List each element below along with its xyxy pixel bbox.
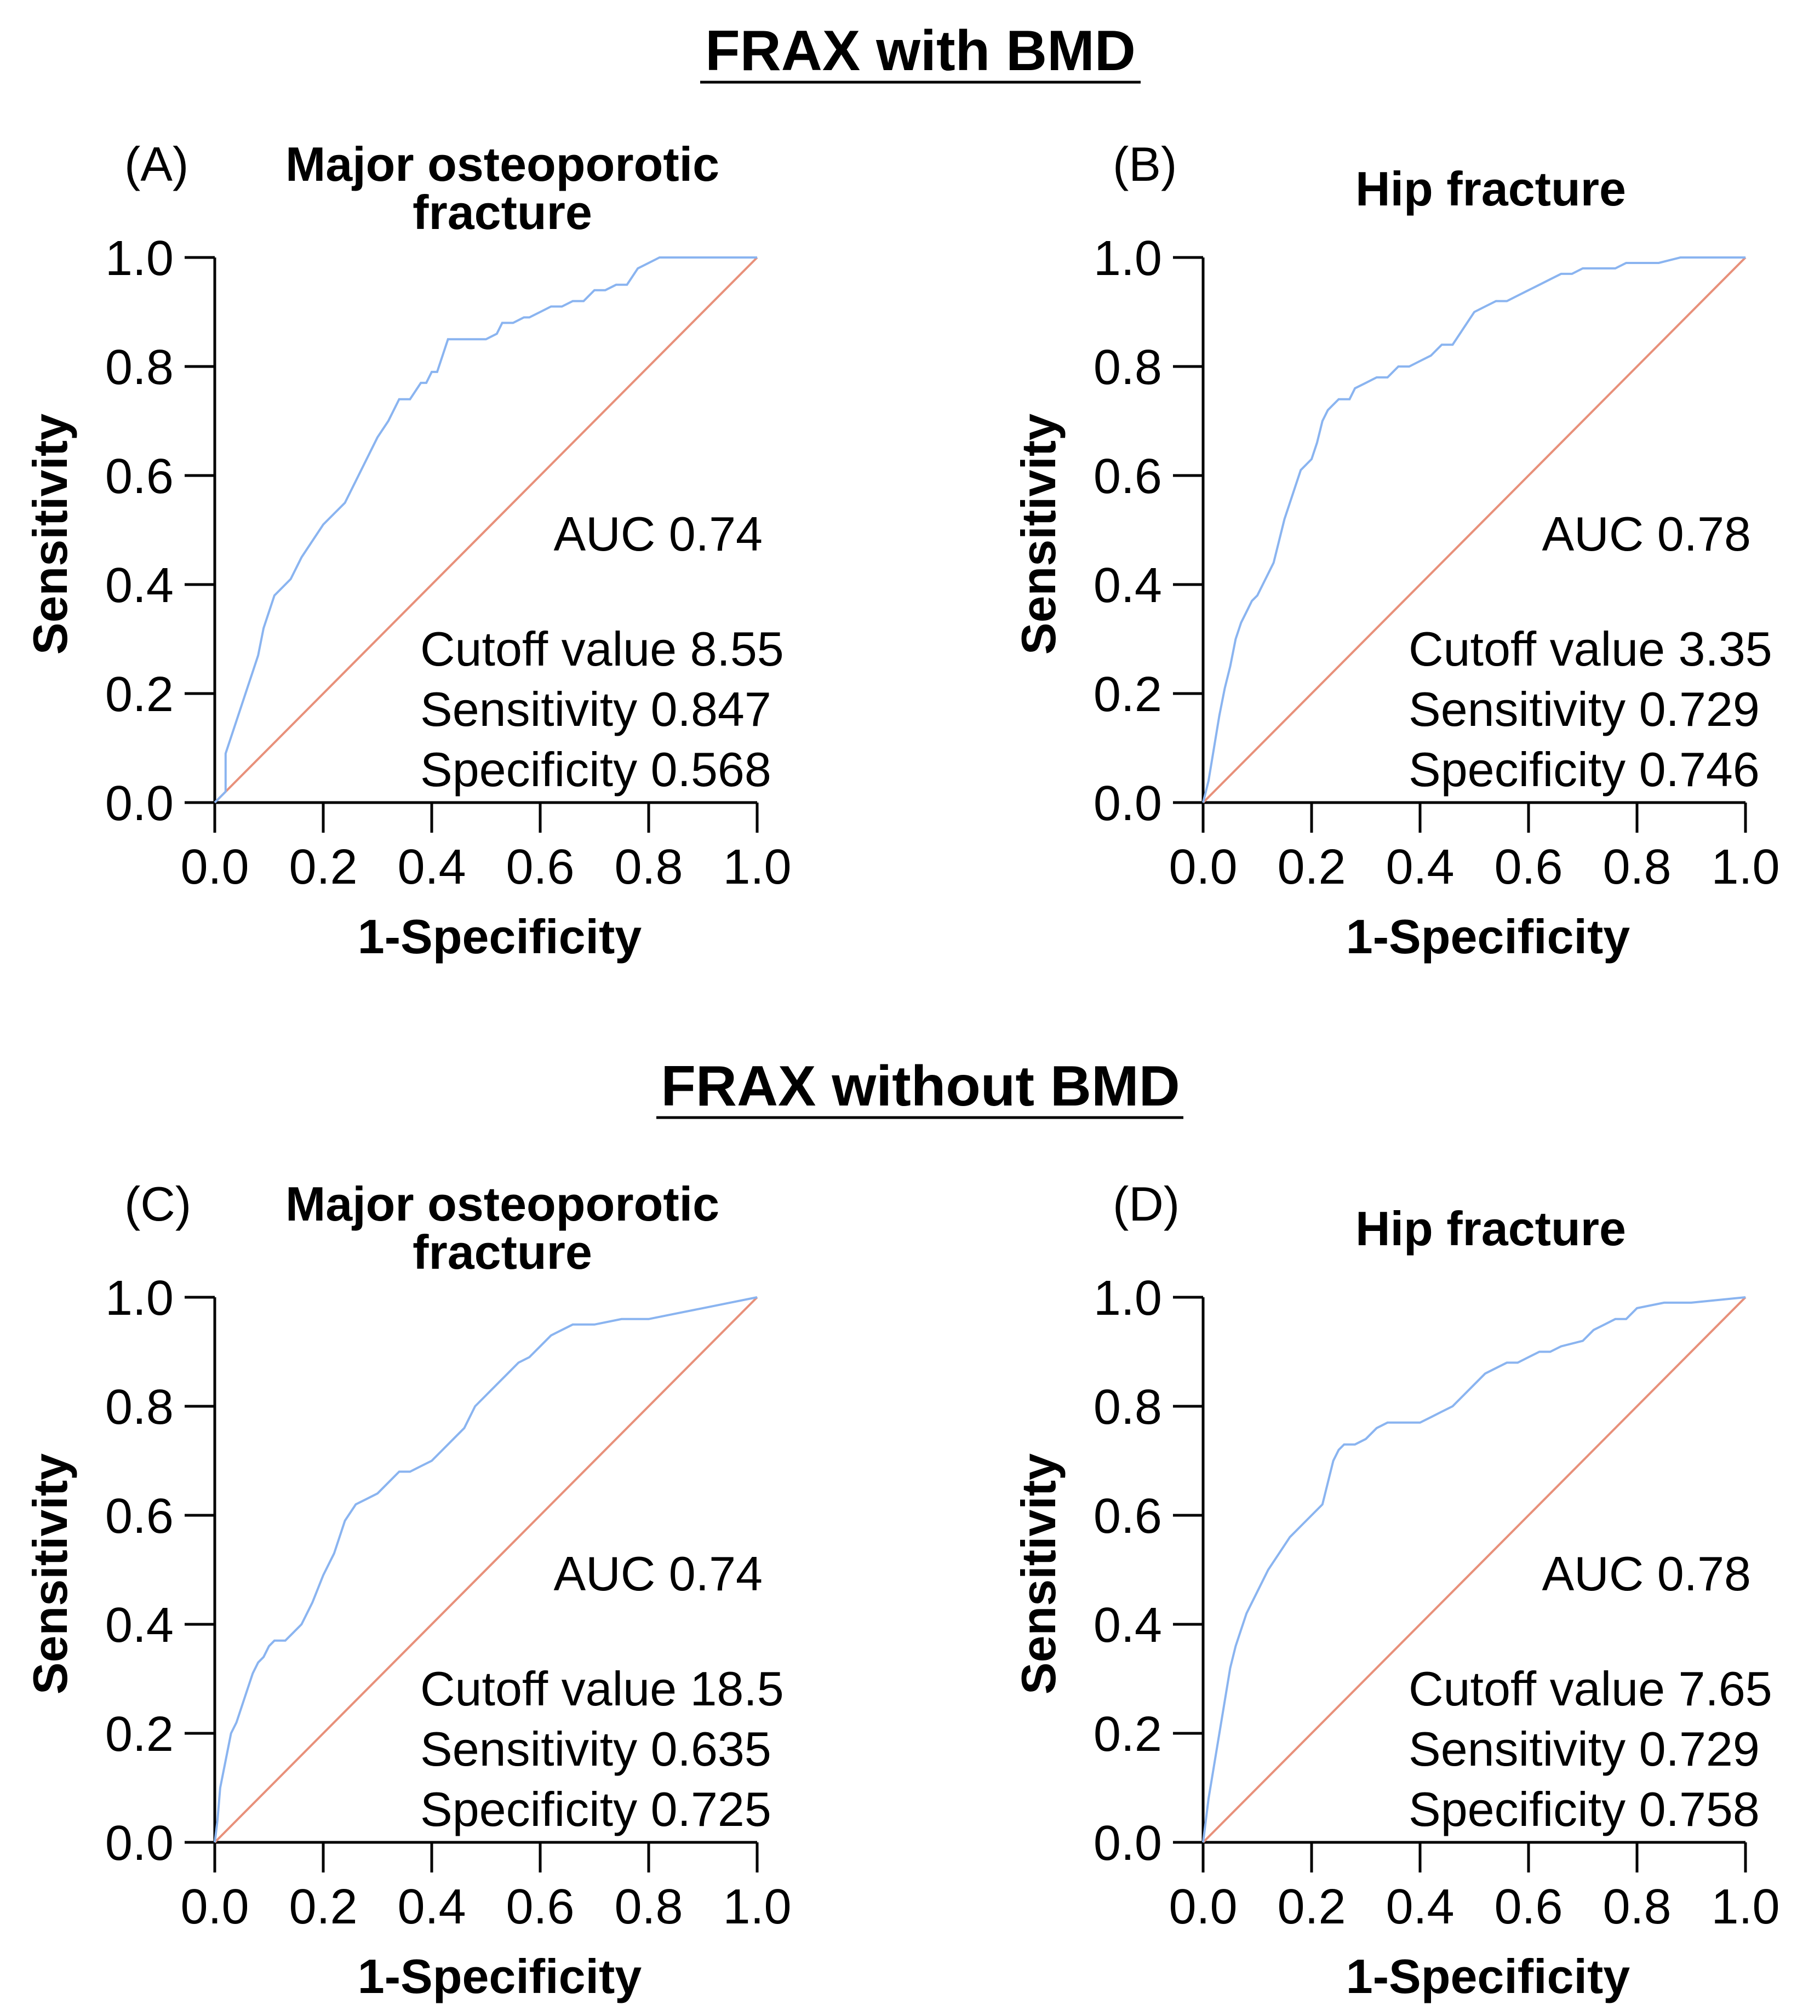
y-tick-label: 0.4 [1094, 558, 1162, 613]
auc-label: AUC 0.74 [553, 1547, 763, 1601]
y-axis-title: Sensitivity [23, 1453, 77, 1694]
auc-label: AUC 0.78 [1542, 1547, 1751, 1601]
section-title-with-bmd: FRAX with BMD [705, 19, 1136, 83]
y-tick-label: 0.8 [105, 340, 174, 395]
x-tick-label: 0.2 [289, 1880, 357, 1934]
x-tick-label: 0.6 [506, 1880, 574, 1934]
roc-curve [214, 256, 757, 804]
specificity-label: Specificity 0.758 [1409, 1782, 1760, 1836]
cutoff-value-label: Cutoff value 3.35 [1409, 622, 1772, 676]
y-tick-label: 0.2 [105, 1707, 174, 1762]
panel-b-chart: (B) Hip fracture 0.0 0.2 0.4 0.6 0.8 1.0 0.0 0.2 0… [1011, 137, 1780, 964]
reference-diagonal-line [214, 256, 758, 804]
y-tick-label: 0.0 [1094, 1816, 1162, 1871]
y-tick-label: 1.0 [105, 1271, 174, 1326]
sensitivity-label: Sensitivity 0.729 [1409, 682, 1760, 736]
x-tick-label: 1.0 [1711, 1880, 1779, 1934]
sensitivity-label: Sensitivity 0.635 [420, 1722, 771, 1776]
section-title-without-bmd: FRAX without BMD [661, 1055, 1180, 1118]
x-tick-label: 0.2 [1277, 1880, 1346, 1934]
x-tick-label: 0.4 [1386, 1880, 1454, 1934]
panel-title-line-2: fracture [413, 185, 592, 239]
x-tick-label: 0.8 [1602, 1880, 1671, 1934]
y-tick-label: 0.8 [105, 1380, 174, 1435]
y-tick-label: 0.4 [105, 1598, 174, 1653]
x-tick-label: 0.6 [1494, 840, 1563, 895]
x-tick-label: 0.0 [1169, 840, 1237, 895]
y-axis-title: Sensitivity [1011, 1453, 1066, 1694]
y-axis-title: Sensitivity [1011, 414, 1066, 655]
roc-curve [214, 1296, 758, 1843]
panel-title-line-1: Major osteoporotic [285, 1177, 719, 1231]
x-axis-title: 1-Specificity [358, 1949, 642, 2003]
x-tick-label: 0.0 [180, 840, 249, 895]
auc-label: AUC 0.74 [553, 507, 763, 561]
y-tick-label: 0.8 [1094, 340, 1162, 395]
panel-label: (D) [1113, 1177, 1180, 1231]
y-tick-label: 0.0 [1094, 776, 1162, 831]
x-tick-label: 0.2 [1277, 840, 1346, 895]
x-tick-label: 0.6 [506, 840, 574, 895]
x-tick-label: 0.8 [614, 840, 683, 895]
x-tick-label: 0.6 [1494, 1880, 1563, 1934]
x-tick-label: 1.0 [723, 840, 791, 895]
x-axis-title: 1-Specificity [358, 909, 642, 964]
y-tick-label: 0.4 [105, 558, 174, 613]
x-tick-label: 0.0 [180, 1880, 249, 1934]
specificity-label: Specificity 0.725 [420, 1782, 771, 1836]
x-tick-label: 0.2 [289, 840, 357, 895]
specificity-label: Specificity 0.568 [420, 742, 771, 797]
x-tick-label: 0.4 [397, 840, 466, 895]
panel-d-chart: (D) Hip fracture 0.0 0.2 0.4 0.6 0.8 1.0 0.0 0.2 0… [1011, 1177, 1780, 2003]
y-tick-label: 1.0 [1094, 231, 1162, 286]
roc-curve [1202, 256, 1745, 803]
roc-curve [1202, 1296, 1746, 1843]
panel-label: (A) [124, 137, 188, 191]
sensitivity-label: Sensitivity 0.847 [420, 682, 771, 736]
y-tick-label: 0.4 [1094, 1598, 1162, 1653]
cutoff-value-label: Cutoff value 7.65 [1409, 1662, 1772, 1716]
cutoff-value-label: Cutoff value 8.55 [420, 622, 784, 676]
y-tick-label: 0.6 [1094, 449, 1162, 504]
y-tick-label: 1.0 [105, 231, 174, 286]
y-tick-label: 0.6 [1094, 1489, 1162, 1544]
y-axis-title: Sensitivity [23, 414, 77, 655]
panel-title: Hip fracture [1355, 162, 1626, 216]
reference-diagonal-line [1202, 256, 1747, 804]
y-tick-label: 0.2 [1094, 1707, 1162, 1762]
x-tick-label: 0.4 [397, 1880, 466, 1934]
x-tick-label: 0.0 [1169, 1880, 1237, 1934]
y-tick-label: 0.2 [105, 667, 174, 722]
reference-diagonal-line [1202, 1296, 1747, 1843]
y-tick-label: 0.8 [1094, 1380, 1162, 1435]
cutoff-value-label: Cutoff value 18.5 [420, 1662, 784, 1716]
specificity-label: Specificity 0.746 [1409, 742, 1760, 797]
x-tick-label: 1.0 [1711, 840, 1779, 895]
y-tick-label: 0.6 [105, 449, 174, 504]
panel-title-line-2: fracture [413, 1225, 592, 1279]
panel-title: Hip fracture [1355, 1201, 1626, 1256]
x-axis-title: 1-Specificity [1346, 1949, 1630, 2003]
auc-label: AUC 0.78 [1542, 507, 1751, 561]
x-tick-label: 1.0 [723, 1880, 791, 1934]
y-tick-label: 0.2 [1094, 667, 1162, 722]
panel-label: (B) [1113, 137, 1177, 191]
x-tick-label: 0.8 [1602, 840, 1671, 895]
panel-label: (C) [124, 1177, 191, 1231]
sensitivity-label: Sensitivity 0.729 [1409, 1722, 1760, 1776]
y-tick-label: 0.0 [105, 776, 174, 831]
panel-title-line-1: Major osteoporotic [285, 137, 719, 191]
x-tick-label: 0.8 [614, 1880, 683, 1934]
y-tick-label: 0.6 [105, 1489, 174, 1544]
x-tick-label: 0.4 [1386, 840, 1454, 895]
x-axis-title: 1-Specificity [1346, 909, 1630, 964]
y-tick-label: 0.0 [105, 1816, 174, 1871]
reference-diagonal-line [214, 1296, 758, 1843]
y-tick-label: 1.0 [1094, 1271, 1162, 1326]
